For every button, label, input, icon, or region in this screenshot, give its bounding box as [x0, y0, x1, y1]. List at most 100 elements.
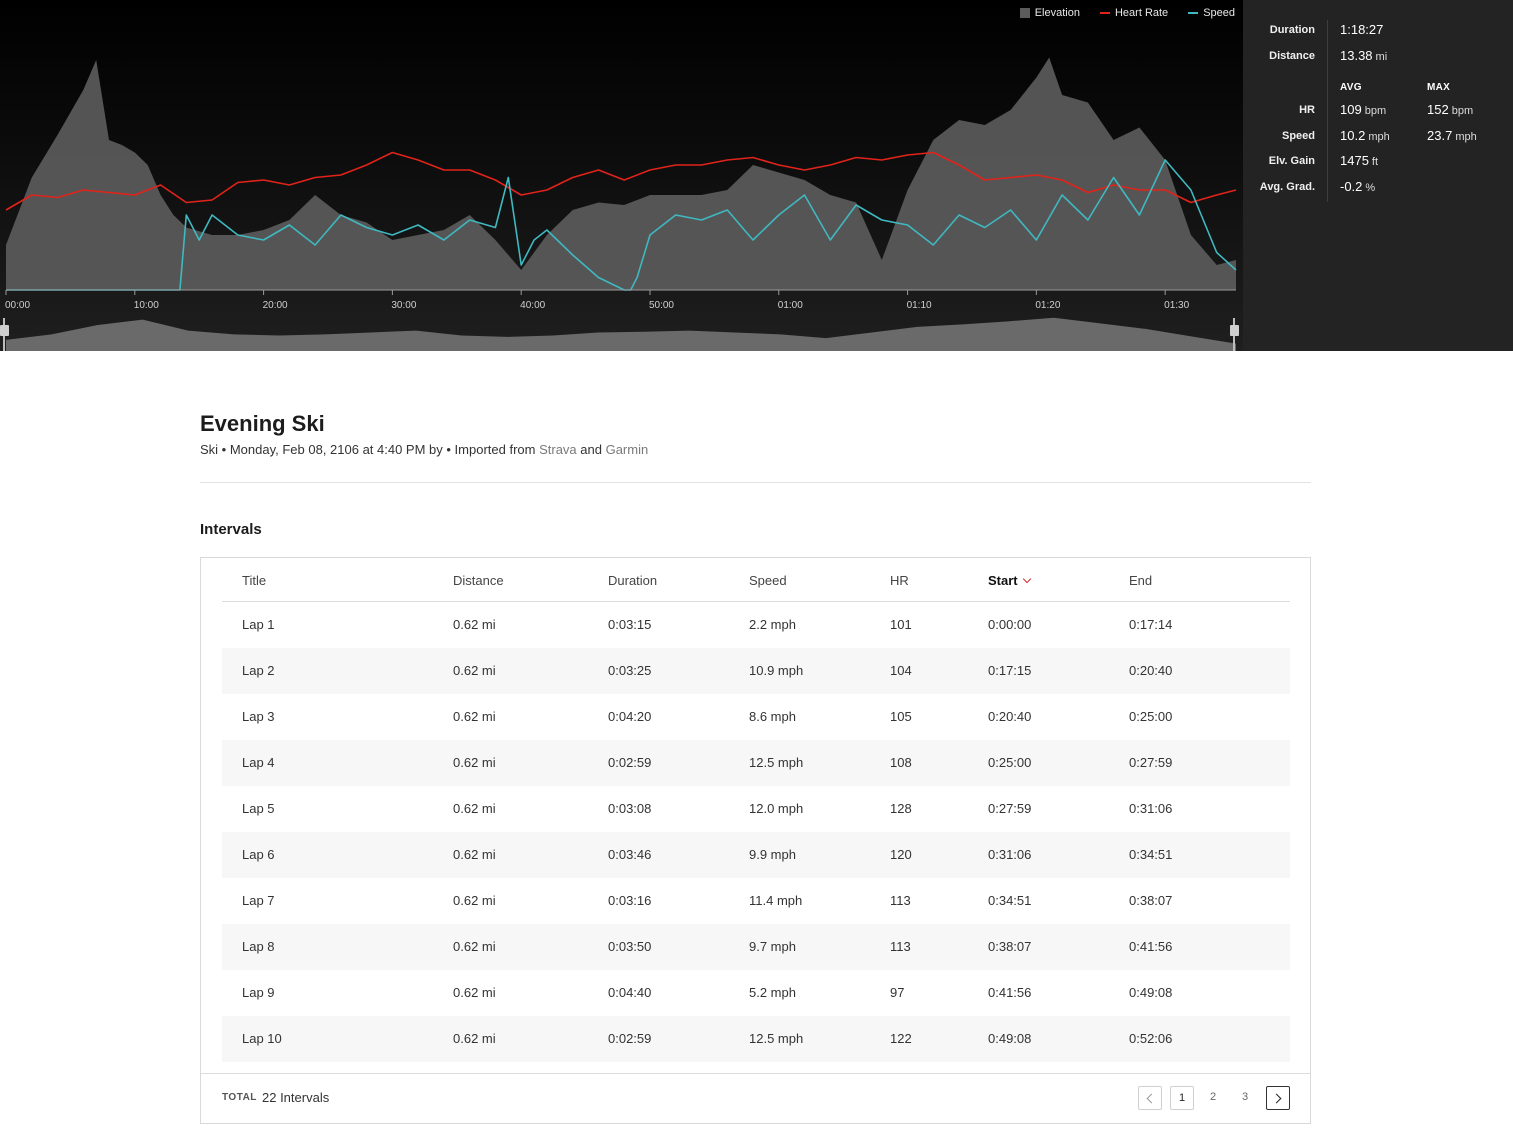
- cell-hr: 122: [890, 1031, 912, 1046]
- elev-gain-value: 1475 ft: [1340, 153, 1378, 168]
- table-row[interactable]: Lap 7 0.62 mi 0:03:16 11.4 mph 113 0:34:51 0:3…: [222, 878, 1290, 924]
- cell-speed: 5.2 mph: [749, 985, 796, 1000]
- cell-end: 0:41:56: [1129, 939, 1173, 954]
- intervals-heading: Intervals: [200, 521, 262, 538]
- cell-speed: 9.9 mph: [749, 847, 796, 862]
- table-row[interactable]: Lap 2 0.62 mi 0:03:25 10.9 mph 104 0:17:15 0:2…: [222, 648, 1290, 694]
- cell-hr: 120: [890, 847, 912, 862]
- table-row[interactable]: Lap 9 0.62 mi 0:04:40 5.2 mph 97 0:41:56 0:49:…: [222, 970, 1290, 1016]
- page-3-link[interactable]: 3: [1242, 1091, 1249, 1103]
- cell-end: 0:34:51: [1129, 847, 1173, 862]
- table-row[interactable]: Lap 8 0.62 mi 0:03:50 9.7 mph 113 0:38:07 0:41…: [222, 924, 1290, 970]
- activity-chart[interactable]: 00:00 10:00 20:00 30:00 40:00 50:00 01:00 01:10…: [0, 0, 1243, 351]
- elev-gain-unit: ft: [1371, 156, 1379, 168]
- x-tick-label: 01:30: [1164, 300, 1189, 311]
- col-speed[interactable]: Speed: [749, 573, 787, 588]
- cell-speed: 12.5 mph: [749, 1031, 804, 1046]
- legend-heart-rate-label: Heart Rate: [1114, 7, 1169, 19]
- cell-distance: 0.62 mi: [453, 847, 496, 862]
- x-tick-label: 40:00: [520, 300, 545, 311]
- legend-elevation-label: Elevation: [1034, 7, 1080, 19]
- col-duration[interactable]: Duration: [608, 573, 658, 588]
- cell-start: 0:31:06: [988, 847, 1032, 862]
- table-row[interactable]: Lap 5 0.62 mi 0:03:08 12.0 mph 128 0:27:59 0:3…: [222, 786, 1290, 832]
- cell-duration: 0:03:46: [608, 847, 652, 862]
- intervals-table: Title Distance Duration Speed HR Start E…: [200, 557, 1311, 1124]
- chevron-right-icon: [1271, 1093, 1282, 1103]
- range-end-handle[interactable]: [1230, 325, 1239, 336]
- table-header: Title Distance Duration Speed HR Start E…: [222, 558, 1290, 602]
- cell-duration: 0:02:59: [608, 1031, 652, 1046]
- cell-title: Lap 6: [242, 847, 275, 862]
- table-row[interactable]: Lap 10 0.62 mi 0:02:59 12.5 mph 122 0:49:08 0:…: [222, 1016, 1290, 1062]
- cell-start: 0:00:00: [988, 617, 1032, 632]
- legend-speed[interactable]: Speed: [1188, 7, 1235, 19]
- table-footer: TOTAL 22 Intervals 1 2 3: [201, 1073, 1310, 1124]
- chart-svg: 00:00 10:00 20:00 30:00 40:00 50:00 01:00 01:10…: [0, 57, 1239, 351]
- cell-start: 0:20:40: [988, 709, 1032, 724]
- speed-swatch: [1188, 12, 1199, 14]
- cell-duration: 0:03:08: [608, 801, 652, 816]
- page-1-button[interactable]: 1: [1170, 1086, 1194, 1110]
- x-tick-label: 10:00: [134, 300, 159, 311]
- legend-elevation[interactable]: Elevation: [1019, 7, 1080, 19]
- table-row[interactable]: Lap 4 0.62 mi 0:02:59 12.5 mph 108 0:25:00 0:2…: [222, 740, 1290, 786]
- chart-legend: Elevation Heart Rate Speed: [1019, 7, 1235, 19]
- page-2-link[interactable]: 2: [1210, 1091, 1217, 1103]
- strava-link[interactable]: Strava: [539, 442, 577, 457]
- legend-heart-rate[interactable]: Heart Rate: [1099, 7, 1169, 19]
- hr-max-value: 152 bpm: [1427, 102, 1473, 117]
- cell-title: Lap 2: [242, 663, 275, 678]
- elev-gain-label: Elv. Gain: [1268, 155, 1315, 167]
- stats-divider: [1327, 20, 1328, 202]
- x-tick-label: 01:00: [778, 300, 803, 311]
- cell-speed: 8.6 mph: [749, 709, 796, 724]
- legend-speed-label: Speed: [1203, 7, 1235, 19]
- elev-gain-number: 1475: [1340, 153, 1369, 168]
- table-row[interactable]: Lap 1 0.62 mi 0:03:15 2.2 mph 101 0:00:00 0:17…: [222, 602, 1290, 648]
- cell-title: Lap 8: [242, 939, 275, 954]
- avg-grad-label: Avg. Grad.: [1259, 181, 1315, 193]
- cell-end: 0:25:00: [1129, 709, 1173, 724]
- cell-title: Lap 7: [242, 893, 275, 908]
- cell-hr: 113: [890, 893, 911, 908]
- cell-title: Lap 3: [242, 709, 275, 724]
- activity-meta: Ski • Monday, Feb 08, 2106 at 4:40 PM by…: [200, 442, 648, 457]
- cell-end: 0:31:06: [1129, 801, 1173, 816]
- cell-duration: 0:03:50: [608, 939, 652, 954]
- col-end[interactable]: End: [1129, 573, 1153, 588]
- activity-meta-text: Ski • Monday, Feb 08, 2106 at 4:40 PM by…: [200, 442, 540, 457]
- speed-label: Speed: [1281, 130, 1315, 142]
- cell-start: 0:41:56: [988, 985, 1032, 1000]
- heart-rate-line: [5, 151, 1237, 211]
- cell-speed: 12.5 mph: [749, 755, 804, 770]
- prev-page-button[interactable]: [1138, 1086, 1162, 1110]
- activity-meta-and: and: [576, 442, 606, 457]
- cell-speed: 11.4 mph: [749, 893, 803, 908]
- cell-speed: 12.0 mph: [749, 801, 804, 816]
- cell-hr: 104: [890, 663, 912, 678]
- cell-start: 0:34:51: [988, 893, 1032, 908]
- garmin-link[interactable]: Garmin: [605, 442, 649, 457]
- cell-distance: 0.62 mi: [453, 939, 496, 954]
- range-start-handle[interactable]: [0, 325, 9, 336]
- col-distance[interactable]: Distance: [453, 573, 504, 588]
- avg-grad-value: -0.2%: [1340, 179, 1375, 194]
- cell-speed: 10.9 mph: [749, 663, 804, 678]
- cell-title: Lap 9: [242, 985, 275, 1000]
- speed-avg-unit: mph: [1368, 131, 1390, 143]
- cell-distance: 0.62 mi: [453, 755, 496, 770]
- table-body: Lap 1 0.62 mi 0:03:15 2.2 mph 101 0:00:00 0:17…: [222, 602, 1290, 1062]
- cell-hr: 113: [890, 939, 911, 954]
- table-row[interactable]: Lap 6 0.62 mi 0:03:46 9.9 mph 120 0:31:06 0:34…: [222, 832, 1290, 878]
- col-hr[interactable]: HR: [890, 573, 909, 588]
- cell-hr: 105: [890, 709, 912, 724]
- header-divider: [200, 482, 1311, 483]
- col-start[interactable]: Start: [988, 573, 1031, 588]
- hr-avg-number: 109: [1340, 102, 1362, 117]
- total-label: TOTAL: [222, 1092, 257, 1103]
- next-page-button[interactable]: [1266, 1086, 1290, 1110]
- cell-duration: 0:04:20: [608, 709, 652, 724]
- table-row[interactable]: Lap 3 0.62 mi 0:04:20 8.6 mph 105 0:20:40 0:25…: [222, 694, 1290, 740]
- col-title[interactable]: Title: [242, 573, 267, 588]
